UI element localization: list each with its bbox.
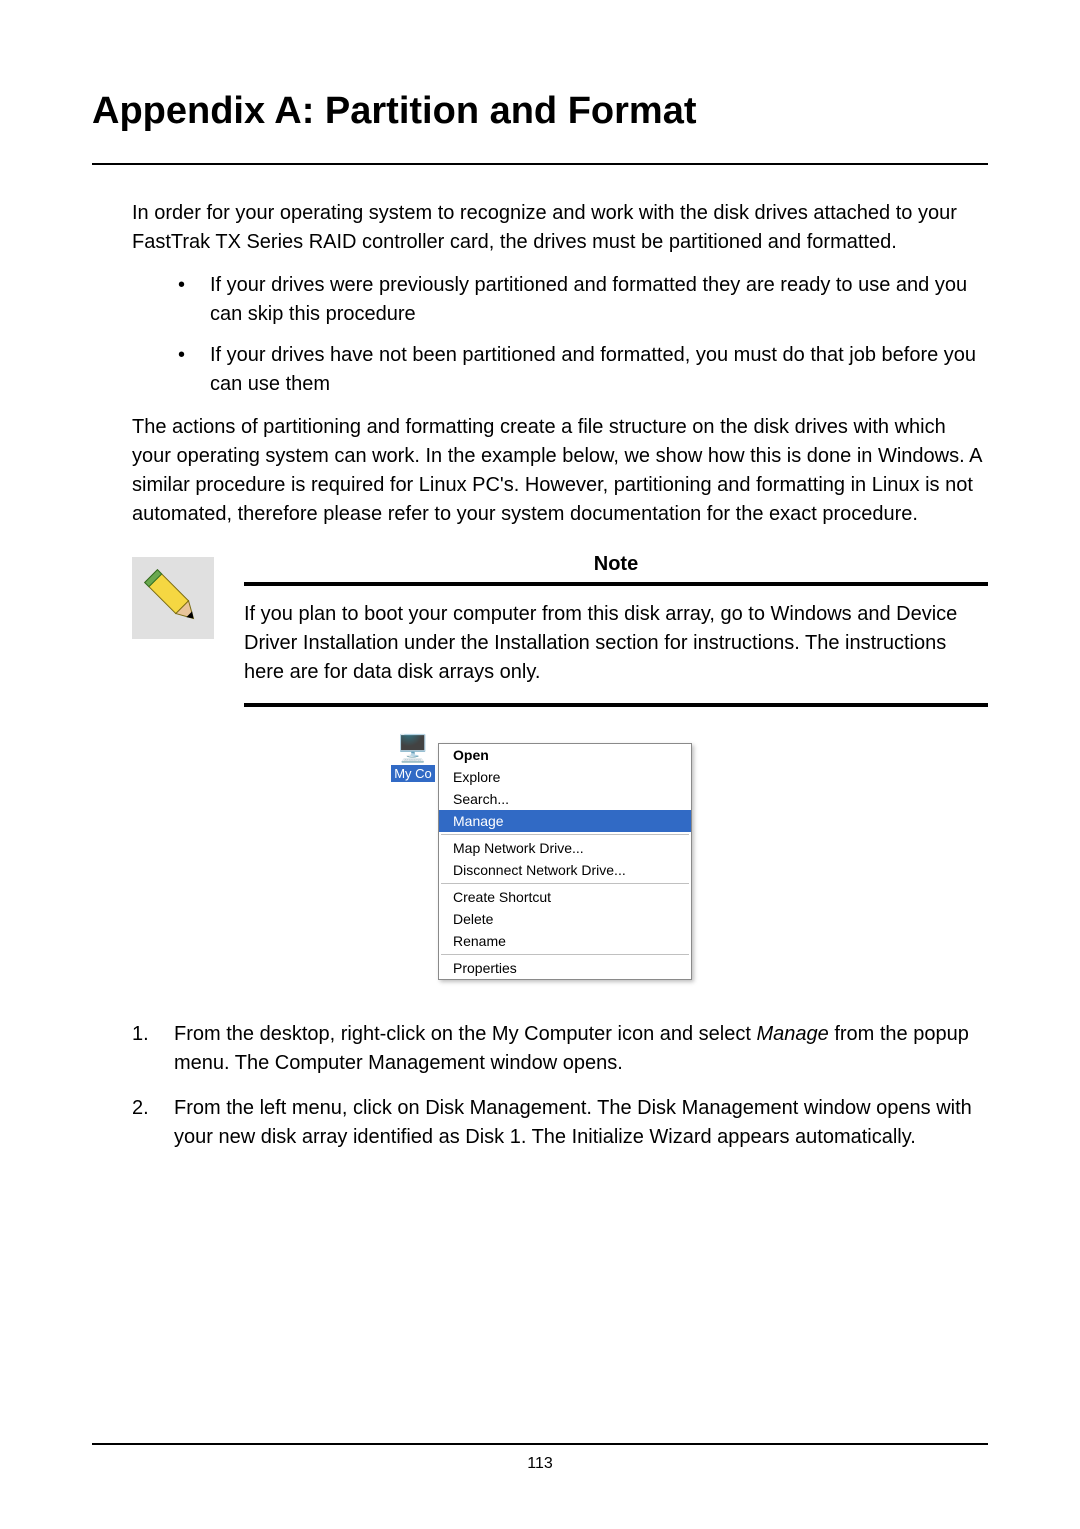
step-item: From the left menu, click on Disk Manage… (132, 1094, 988, 1152)
note-block: Note If you plan to boot your computer f… (132, 553, 988, 707)
menu-separator (441, 883, 689, 884)
menu-separator (441, 954, 689, 955)
step-text-emphasis: Manage (756, 1023, 828, 1045)
footer-rule (92, 1443, 988, 1445)
intro-paragraph-1: In order for your operating system to re… (132, 199, 988, 257)
bullet-list: If your drives were previously partition… (172, 271, 988, 399)
note-heading: Note (244, 553, 988, 586)
menu-item: Disconnect Network Drive... (439, 859, 691, 881)
menu-item: Search... (439, 788, 691, 810)
intro-paragraph-2: The actions of partitioning and formatti… (132, 413, 988, 529)
menu-item: Delete (439, 908, 691, 930)
bullet-item: If your drives have not been partitioned… (172, 341, 988, 399)
menu-item: Explore (439, 766, 691, 788)
steps-list: From the desktop, right-click on the My … (132, 1020, 988, 1152)
page-number: 113 (92, 1455, 988, 1473)
step-text-pre: From the left menu, click on Disk Manage… (174, 1097, 972, 1148)
menu-item: Map Network Drive... (439, 837, 691, 859)
menu-item: Manage (439, 810, 691, 832)
my-computer-desktop-icon: 🖥️ My Co (382, 735, 444, 783)
bullet-item: If your drives were previously partition… (172, 271, 988, 329)
menu-separator (441, 834, 689, 835)
computer-icon: 🖥️ (382, 735, 444, 761)
page-title: Appendix A: Partition and Format (92, 90, 988, 133)
title-rule (92, 163, 988, 165)
page-footer: 113 (92, 1443, 988, 1473)
desktop-icon-label: My Co (391, 765, 435, 782)
menu-item: Open (439, 744, 691, 766)
context-menu-screenshot: 🖥️ My Co OpenExploreSearch...ManageMap N… (388, 743, 692, 980)
menu-item: Create Shortcut (439, 886, 691, 908)
pencil-note-icon (132, 557, 214, 639)
step-text-pre: From the desktop, right-click on the My … (174, 1023, 756, 1045)
context-menu: OpenExploreSearch...Manage Map Network Dr… (438, 743, 692, 980)
menu-item: Properties (439, 957, 691, 979)
menu-item: Rename (439, 930, 691, 952)
step-item: From the desktop, right-click on the My … (132, 1020, 988, 1078)
note-body: If you plan to boot your computer from t… (244, 600, 988, 707)
